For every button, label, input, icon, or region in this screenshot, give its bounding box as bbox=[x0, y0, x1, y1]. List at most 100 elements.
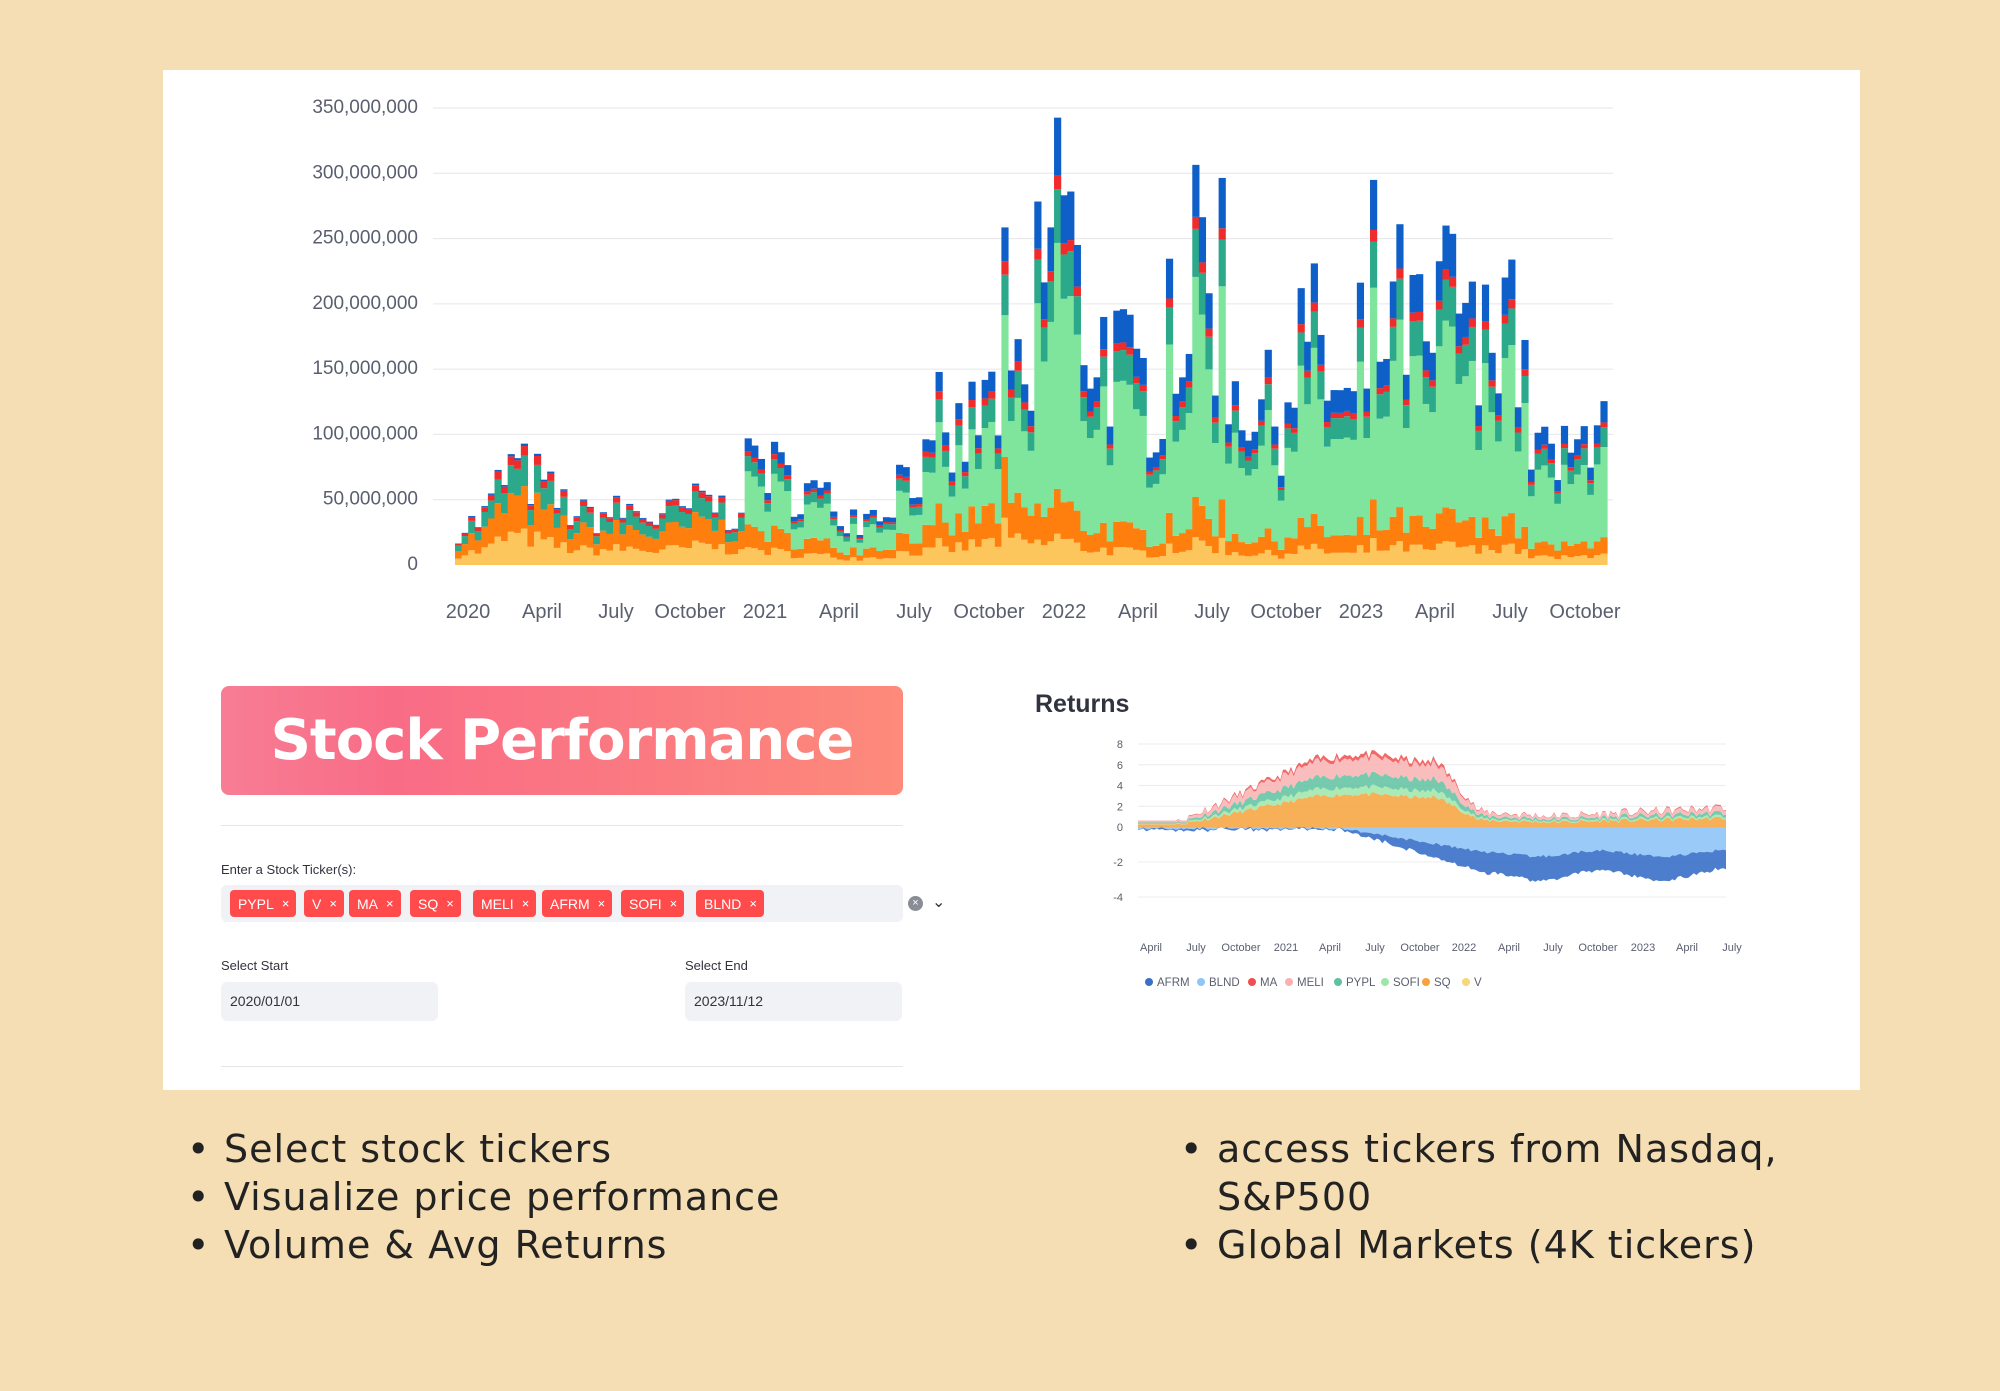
volume-bar-segment bbox=[1034, 303, 1042, 504]
volume-bar-segment bbox=[751, 457, 759, 463]
volume-bar-segment bbox=[1021, 507, 1029, 540]
ticker-chip[interactable]: BLND × bbox=[696, 890, 764, 917]
volume-bar-segment bbox=[1100, 316, 1108, 350]
volume-bar-segment bbox=[705, 496, 713, 502]
volume-bar-segment bbox=[770, 547, 779, 565]
remove-chip-icon[interactable]: × bbox=[446, 896, 454, 911]
volume-bar-segment bbox=[691, 483, 700, 486]
volume-x-tick: 2022 bbox=[1042, 601, 1087, 623]
volume-bar-segment bbox=[1086, 552, 1095, 565]
volume-bar-segment bbox=[777, 452, 785, 464]
volume-bar-segment bbox=[1027, 450, 1035, 516]
volume-bar-segment bbox=[1238, 468, 1246, 543]
volume-bar-segment bbox=[1442, 507, 1450, 542]
ticker-chip[interactable]: SQ × bbox=[410, 890, 461, 917]
volume-bar-segment bbox=[882, 517, 891, 522]
volume-bar-segment bbox=[803, 494, 812, 505]
volume-bar-segment bbox=[672, 521, 680, 546]
volume-bar-segment bbox=[547, 536, 555, 565]
volume-bar-segment bbox=[1152, 470, 1160, 484]
volume-bar-segment bbox=[1350, 413, 1358, 419]
volume-bar-segment bbox=[784, 475, 792, 480]
volume-bar-segment bbox=[1554, 491, 1562, 494]
volume-bar-segment bbox=[1007, 370, 1016, 390]
end-date-input[interactable]: 2023/11/12 bbox=[685, 982, 902, 1021]
volume-bar-segment bbox=[1310, 513, 1318, 544]
chevron-down-icon[interactable]: ⌄ bbox=[932, 894, 946, 911]
ticker-chip[interactable]: V × bbox=[304, 890, 344, 917]
volume-bar-segment bbox=[1468, 545, 1476, 565]
volume-bar-segment bbox=[896, 550, 904, 565]
volume-bar-segment bbox=[1429, 352, 1437, 381]
volume-bar-segment bbox=[757, 473, 765, 487]
volume-bar-segment bbox=[1330, 418, 1338, 440]
start-date-input[interactable]: 2020/01/01 bbox=[221, 982, 438, 1021]
volume-bar-segment bbox=[724, 530, 733, 534]
remove-chip-icon[interactable]: × bbox=[281, 896, 290, 911]
volume-bar-segment bbox=[501, 513, 509, 542]
volume-bar-segment bbox=[1126, 547, 1134, 565]
volume-bar-segment bbox=[1350, 552, 1358, 565]
clear-all-icon[interactable]: × bbox=[908, 896, 923, 911]
ticker-chip[interactable]: MELI × bbox=[473, 890, 537, 917]
volume-bar-segment bbox=[1481, 321, 1490, 330]
legend-label: MELI bbox=[1297, 977, 1324, 989]
remove-chip-icon[interactable]: × bbox=[386, 896, 394, 911]
volume-bar-segment bbox=[1271, 541, 1279, 556]
volume-bar-segment bbox=[915, 514, 923, 544]
volume-bar-segment bbox=[817, 487, 825, 496]
volume-bar-segment bbox=[1218, 499, 1226, 538]
remove-chip-icon[interactable]: × bbox=[669, 896, 678, 911]
volume-bar-segment bbox=[1277, 487, 1286, 490]
volume-bar-segment bbox=[1554, 503, 1562, 551]
volume-bar-segment bbox=[1297, 288, 1305, 325]
volume-bar-segment bbox=[461, 532, 469, 534]
ticker-chip[interactable]: PYPL × bbox=[230, 890, 297, 917]
volume-bar-segment bbox=[1317, 548, 1325, 565]
volume-bar-segment bbox=[606, 522, 614, 534]
volume-bar-segment bbox=[1409, 321, 1417, 357]
volume-bar-segment bbox=[514, 458, 522, 461]
volume-bar-segment bbox=[863, 527, 871, 549]
volume-bar-segment bbox=[1541, 465, 1549, 542]
volume-bar-segment bbox=[1284, 537, 1292, 554]
volume-bar-segment bbox=[975, 435, 983, 449]
remove-chip-icon[interactable]: × bbox=[521, 896, 530, 911]
volume-bar-segment bbox=[1244, 440, 1253, 457]
remove-chip-icon[interactable]: × bbox=[749, 896, 757, 911]
volume-bar-segment bbox=[928, 547, 937, 565]
volume-bar-segment bbox=[1337, 552, 1345, 565]
ticker-chip[interactable]: AFRM × bbox=[542, 890, 613, 917]
volume-bar-segment bbox=[988, 371, 996, 392]
volume-bar-segment bbox=[863, 548, 871, 558]
feature-bullet: Select stock tickers bbox=[187, 1125, 780, 1173]
volume-bar-segment bbox=[1587, 480, 1595, 484]
volume-x-tick: 2023 bbox=[1339, 601, 1384, 623]
volume-bar-segment bbox=[1165, 307, 1174, 345]
volume-bar-segment bbox=[1416, 320, 1424, 356]
volume-bar-segment bbox=[1593, 447, 1602, 465]
volume-bar-segment bbox=[1007, 537, 1016, 565]
remove-chip-icon[interactable]: × bbox=[597, 896, 606, 911]
volume-bar-segment bbox=[718, 495, 726, 497]
volume-bar-segment bbox=[652, 538, 660, 553]
volume-bar-segment bbox=[1600, 447, 1608, 538]
volume-bar-segment bbox=[1185, 413, 1193, 530]
volume-bar-segment bbox=[896, 478, 904, 491]
volume-bar-segment bbox=[1435, 346, 1444, 514]
returns-chart-areas bbox=[1138, 750, 1726, 882]
volume-bar-segment bbox=[1047, 227, 1055, 272]
volume-bar-segment bbox=[1297, 332, 1305, 366]
volume-bar-segment bbox=[935, 372, 943, 392]
ticker-chip[interactable]: MA × bbox=[349, 890, 401, 917]
volume-bar-segment bbox=[1389, 360, 1397, 517]
ticker-multiselect[interactable]: PYPL × V × MA × SQ × MELI × AFRM × SOFI × BLND × × ⌄ bbox=[221, 885, 945, 922]
remove-chip-icon[interactable]: × bbox=[329, 896, 337, 911]
volume-bar-segment bbox=[1317, 334, 1325, 365]
volume-bar-segment bbox=[1547, 463, 1555, 478]
volume-bar-segment bbox=[1014, 370, 1022, 398]
volume-bar-segment bbox=[751, 548, 759, 565]
volume-bar-segment bbox=[1501, 516, 1509, 545]
ticker-chip[interactable]: SOFI × bbox=[621, 890, 685, 917]
volume-bar-segment bbox=[1587, 494, 1595, 549]
